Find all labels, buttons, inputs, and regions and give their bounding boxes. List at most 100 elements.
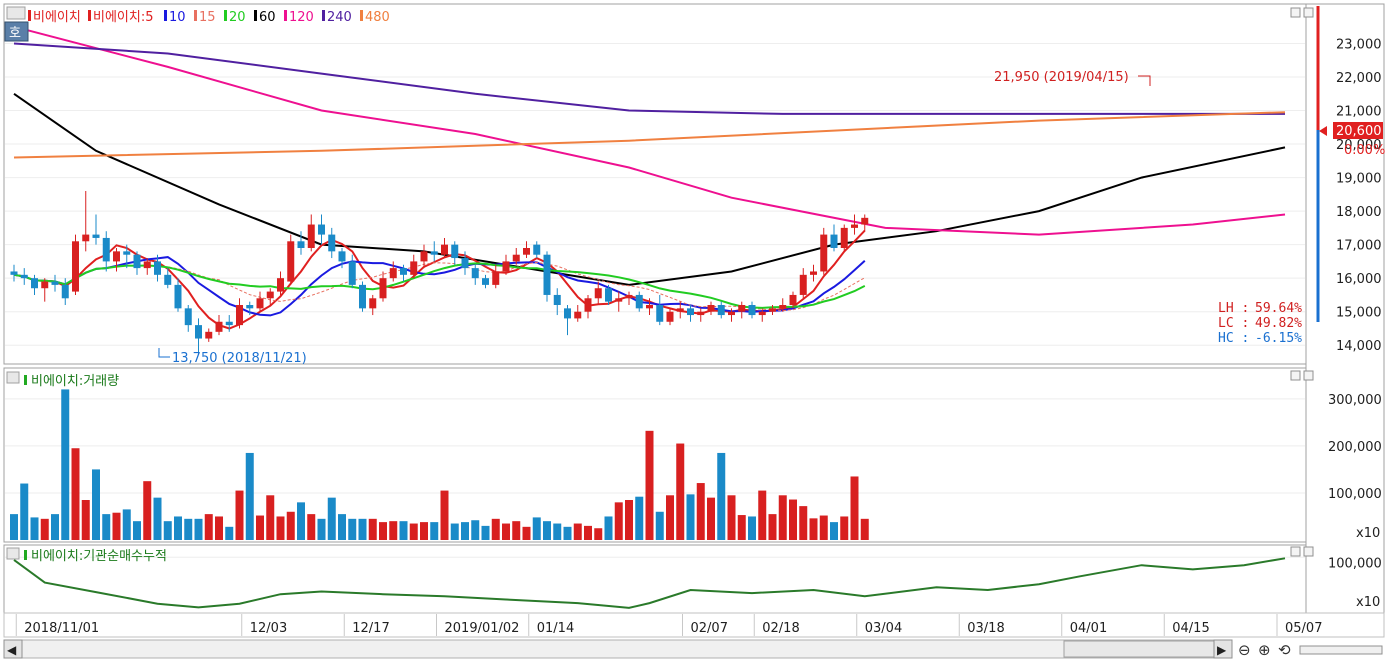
volume-bar	[379, 522, 387, 540]
candle-body	[123, 251, 131, 255]
candle-body	[174, 284, 182, 309]
candle-body	[277, 278, 284, 292]
candle-body	[564, 308, 571, 319]
candle-body	[369, 298, 377, 309]
price-panel-max-button[interactable]	[1303, 7, 1314, 18]
volume-bar	[799, 506, 808, 540]
volume-bar	[502, 523, 510, 540]
candle-body	[318, 224, 325, 235]
candle-body	[471, 268, 479, 279]
candle-body	[523, 248, 530, 255]
volume-panel-max-button[interactable]	[1303, 370, 1314, 381]
volume-panel-frame	[3, 367, 1307, 543]
volume-bar	[676, 443, 685, 540]
candle-body	[738, 305, 746, 312]
candle-body	[840, 227, 848, 248]
volume-bar	[317, 518, 326, 540]
candle-body	[328, 234, 336, 252]
volume-legend: 비에이치:거래량	[31, 374, 119, 389]
candle-body	[707, 305, 715, 312]
volume-bar	[368, 518, 377, 540]
reset-icon[interactable]: ⟲	[1278, 641, 1291, 659]
volume-bar	[850, 476, 859, 540]
volume-bar	[51, 514, 59, 540]
candle-body	[441, 244, 448, 255]
legend-item-7: 240	[327, 10, 352, 25]
volume-bar	[830, 522, 838, 540]
volume-bar	[727, 495, 736, 540]
volume-bar	[399, 521, 408, 540]
candle-body	[256, 298, 264, 309]
volume-bar	[655, 511, 664, 540]
candle-body	[236, 305, 243, 326]
legend-item-4: 20	[229, 10, 246, 25]
volume-bar	[635, 496, 644, 540]
volume-bar	[338, 514, 346, 540]
legend-marker	[254, 10, 257, 21]
candle-body	[543, 254, 551, 295]
zoom-slider[interactable]	[1299, 645, 1383, 655]
volume-bar	[512, 521, 521, 540]
volume-bar	[358, 518, 367, 540]
volume-bar	[440, 490, 449, 540]
candle-body	[379, 278, 387, 299]
volume-bar	[717, 452, 726, 540]
volume-bar	[686, 494, 695, 540]
volume-bar	[625, 500, 633, 540]
volume-bar	[789, 499, 797, 540]
flow-panel-min-button[interactable]	[1290, 546, 1301, 557]
scroll-left-button[interactable]	[3, 639, 23, 659]
candle-body	[728, 311, 735, 316]
zoom-in-icon[interactable]: ⊕	[1258, 641, 1271, 659]
legend-item-3: 15	[199, 10, 216, 25]
volume-bar	[71, 448, 80, 540]
volume-bar	[174, 516, 182, 540]
flow-legend-icon	[6, 547, 20, 560]
price-tick-label: 19,000	[1336, 172, 1382, 187]
price-tick-label: 15,000	[1336, 306, 1382, 321]
corner-tab[interactable]	[4, 21, 29, 42]
volume-bar	[819, 515, 828, 540]
scroll-right-button[interactable]	[1213, 639, 1233, 659]
volume-bar	[809, 518, 818, 540]
volume-tick-label: 300,000	[1328, 393, 1382, 408]
volume-bar	[420, 522, 428, 540]
candle-body	[461, 258, 469, 269]
volume-bar	[61, 389, 70, 540]
flow-panel-max-button[interactable]	[1303, 546, 1314, 557]
candle-body	[502, 261, 510, 272]
stat-label: LC :	[1218, 316, 1249, 331]
price-legend-icon	[6, 6, 26, 20]
current-price-label: 20,600	[1336, 124, 1382, 139]
volume-bar	[491, 518, 500, 540]
volume-bar	[327, 497, 336, 540]
price-panel-min-button[interactable]	[1290, 7, 1301, 18]
volume-bar	[92, 469, 100, 540]
candle-body	[666, 311, 674, 322]
scrollbar-track[interactable]	[3, 639, 1233, 659]
volume-bar	[307, 514, 316, 540]
volume-bar	[594, 528, 603, 540]
candle-body	[246, 305, 254, 309]
candle-body	[82, 234, 90, 242]
legend-marker	[88, 10, 91, 21]
candle-body	[410, 261, 418, 275]
volume-panel-min-button[interactable]	[1290, 370, 1301, 381]
x-tick-label: 01/14	[537, 621, 574, 636]
candle-body	[789, 294, 797, 305]
candle-body	[656, 305, 664, 322]
candle-body	[338, 251, 346, 262]
candle-body	[297, 241, 305, 248]
flow-panel-frame	[3, 544, 1307, 614]
price-tick-label: 17,000	[1336, 239, 1382, 254]
candle-body	[359, 284, 366, 309]
volume-bar	[163, 521, 172, 540]
candle-body	[451, 244, 459, 259]
candle-body	[195, 325, 202, 339]
candle-body	[625, 294, 633, 299]
scroll-thumb[interactable]	[1063, 640, 1215, 658]
zoom-out-icon[interactable]: ⊖	[1238, 641, 1251, 659]
flow-line	[13, 557, 1286, 609]
candle-body	[717, 305, 725, 316]
